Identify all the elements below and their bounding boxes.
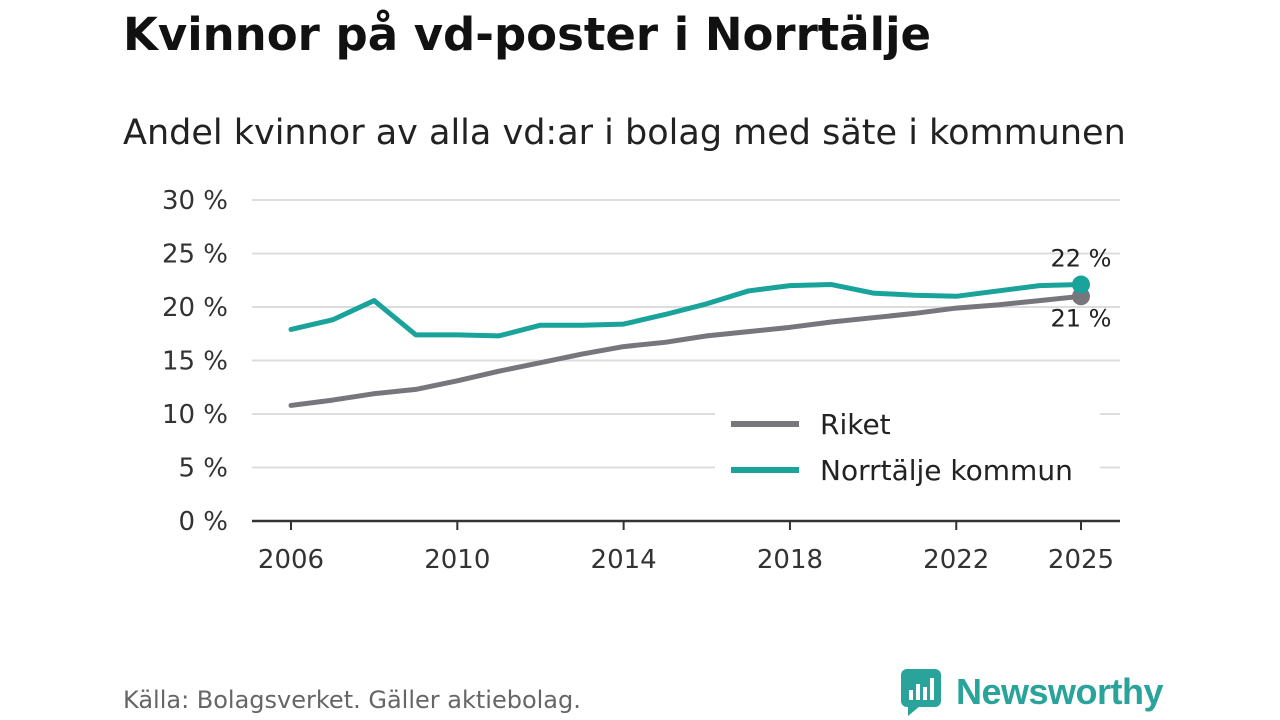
x-tick-label: 2006 xyxy=(258,545,324,575)
y-axis-ticks: 0 % 5 % 10 % 15 % 20 % 25 % 30 % xyxy=(162,186,228,537)
legend: Riket Norrtälje kommun xyxy=(715,400,1100,500)
y-tick-label: 5 % xyxy=(178,454,228,484)
legend-label-0: Riket xyxy=(820,408,891,441)
x-tick-label: 2025 xyxy=(1048,545,1114,575)
end-point-norrtalje xyxy=(1072,275,1090,294)
legend-background xyxy=(715,400,1100,500)
series-line-riket xyxy=(288,293,1084,408)
end-labels: 21 % 22 % xyxy=(1051,245,1112,333)
y-tick-label: 15 % xyxy=(162,347,228,377)
x-tick-label: 2014 xyxy=(591,545,657,575)
x-axis: 2006 2010 2014 2018 2022 2025 xyxy=(252,519,1120,575)
y-tick-label: 25 % xyxy=(162,240,228,270)
chart-subtitle: Andel kvinnor av alla vd:ar i bolag med … xyxy=(123,113,1126,153)
brand-logo: Newsworthy xyxy=(900,668,1164,716)
series-line-norrtalje xyxy=(288,282,1084,339)
x-tick-label: 2010 xyxy=(424,545,490,575)
x-tick-label: 2022 xyxy=(923,545,989,575)
x-tick-label: 2018 xyxy=(757,545,823,575)
series-lines xyxy=(288,275,1090,408)
brand-name: Newsworthy xyxy=(956,671,1164,712)
newsworthy-logo-icon xyxy=(901,669,941,716)
y-tick-label: 10 % xyxy=(162,400,228,430)
end-label-norrtalje: 22 % xyxy=(1051,245,1112,273)
chart-title: Kvinnor på vd-poster i Norrtälje xyxy=(123,8,932,61)
end-label-riket: 21 % xyxy=(1051,304,1112,332)
y-tick-label: 30 % xyxy=(162,186,228,216)
y-tick-label: 0 % xyxy=(178,507,228,537)
y-tick-label: 20 % xyxy=(162,293,228,323)
legend-label-1: Norrtälje kommun xyxy=(820,454,1073,487)
source-note: Källa: Bolagsverket. Gäller aktiebolag. xyxy=(123,686,581,714)
